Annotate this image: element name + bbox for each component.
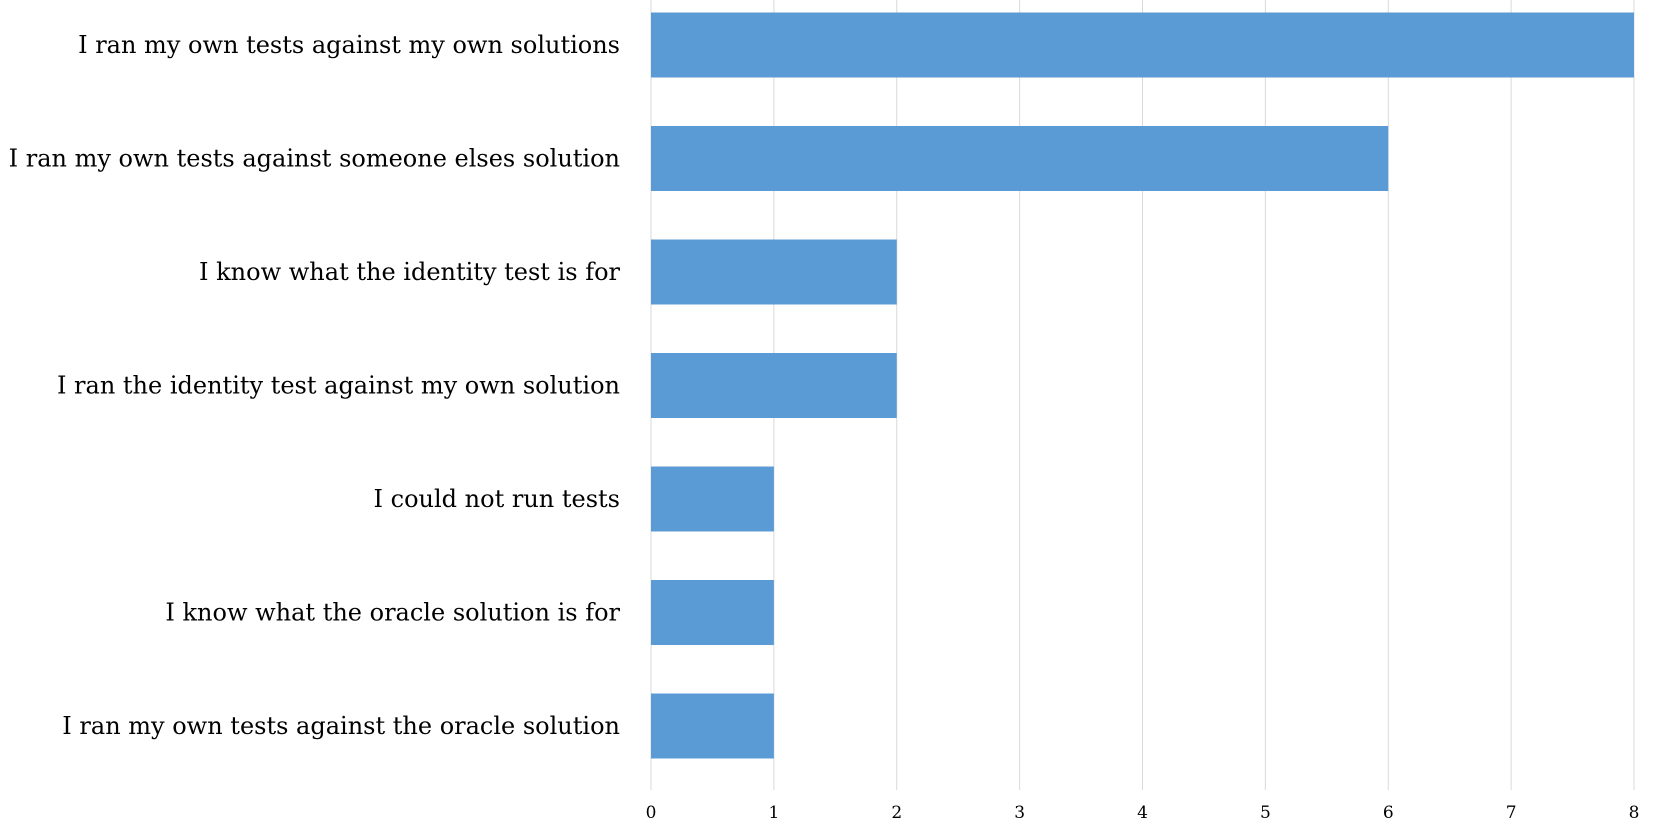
x-tick-label: 6 — [1383, 803, 1394, 823]
bar — [651, 580, 774, 645]
category-label: I ran my own tests against my own soluti… — [78, 31, 620, 59]
category-label: I ran my own tests against someone elses… — [9, 145, 620, 173]
bar — [651, 126, 1389, 191]
category-label: I know what the identity test is for — [199, 258, 620, 286]
x-tick-label: 0 — [646, 803, 657, 823]
category-labels: I ran my own tests against my own soluti… — [9, 31, 621, 740]
bar — [651, 693, 774, 759]
x-tick-label: 3 — [1014, 803, 1025, 823]
x-tick-label: 4 — [1137, 803, 1148, 823]
category-label: I know what the oracle solution is for — [165, 599, 620, 627]
x-tick-label: 7 — [1506, 803, 1517, 823]
bars — [651, 12, 1634, 759]
category-label: I could not run tests — [374, 485, 620, 513]
x-tick-label: 8 — [1629, 803, 1640, 823]
category-label: I ran my own tests against the oracle so… — [62, 712, 620, 740]
bar — [651, 12, 1634, 78]
category-label: I ran the identity test against my own s… — [57, 372, 620, 400]
x-tick-label: 1 — [768, 803, 779, 823]
x-tick-label: 2 — [891, 803, 902, 823]
bar — [651, 353, 897, 418]
bar — [651, 239, 897, 305]
bar — [651, 466, 774, 532]
x-tick-label: 5 — [1260, 803, 1271, 823]
x-axis-tick-labels: 0 1 2 3 4 5 6 7 8 — [646, 803, 1640, 823]
